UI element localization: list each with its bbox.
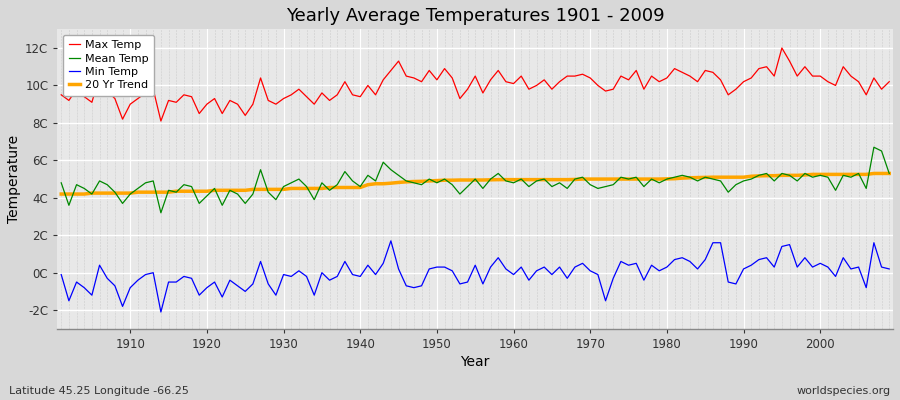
20 Yr Trend <box>286 186 297 191</box>
X-axis label: Year: Year <box>461 355 490 369</box>
Min Temp <box>117 304 128 309</box>
Line: Max Temp: Max Temp <box>61 48 889 121</box>
Min Temp <box>293 268 304 273</box>
20 Yr Trend <box>600 177 611 182</box>
Y-axis label: Temperature: Temperature <box>7 135 21 223</box>
20 Yr Trend <box>117 191 128 196</box>
Mean Temp <box>117 201 128 206</box>
Line: Min Temp: Min Temp <box>61 241 889 312</box>
Min Temp <box>516 265 526 270</box>
Max Temp <box>293 87 304 92</box>
Min Temp <box>156 310 166 314</box>
Max Temp <box>56 92 67 97</box>
Max Temp <box>508 81 519 86</box>
20 Yr Trend <box>868 171 879 176</box>
Mean Temp <box>156 210 166 215</box>
Max Temp <box>608 87 618 92</box>
Min Temp <box>616 259 626 264</box>
Max Temp <box>516 74 526 78</box>
Mean Temp <box>339 169 350 174</box>
Mean Temp <box>608 182 618 187</box>
Max Temp <box>884 79 895 84</box>
Mean Temp <box>293 177 304 182</box>
Mean Temp <box>56 180 67 185</box>
Max Temp <box>339 79 350 84</box>
Mean Temp <box>868 145 879 150</box>
Mean Temp <box>508 180 519 185</box>
Title: Yearly Average Temperatures 1901 - 2009: Yearly Average Temperatures 1901 - 2009 <box>286 7 664 25</box>
20 Yr Trend <box>56 192 67 196</box>
Line: 20 Yr Trend: 20 Yr Trend <box>61 174 889 194</box>
Max Temp <box>117 117 128 122</box>
Legend: Max Temp, Mean Temp, Min Temp, 20 Yr Trend: Max Temp, Mean Temp, Min Temp, 20 Yr Tre… <box>63 35 154 96</box>
Mean Temp <box>516 177 526 182</box>
Mean Temp <box>884 171 895 176</box>
Line: Mean Temp: Mean Temp <box>61 147 889 213</box>
Text: worldspecies.org: worldspecies.org <box>796 386 891 396</box>
Text: Latitude 45.25 Longitude -66.25: Latitude 45.25 Longitude -66.25 <box>9 386 189 396</box>
20 Yr Trend <box>508 177 519 182</box>
Min Temp <box>524 278 535 282</box>
20 Yr Trend <box>884 171 895 176</box>
Max Temp <box>777 46 788 50</box>
20 Yr Trend <box>332 185 343 190</box>
Max Temp <box>156 119 166 124</box>
20 Yr Trend <box>500 177 511 182</box>
Min Temp <box>385 238 396 243</box>
Min Temp <box>56 272 67 277</box>
Min Temp <box>339 259 350 264</box>
Min Temp <box>884 266 895 271</box>
